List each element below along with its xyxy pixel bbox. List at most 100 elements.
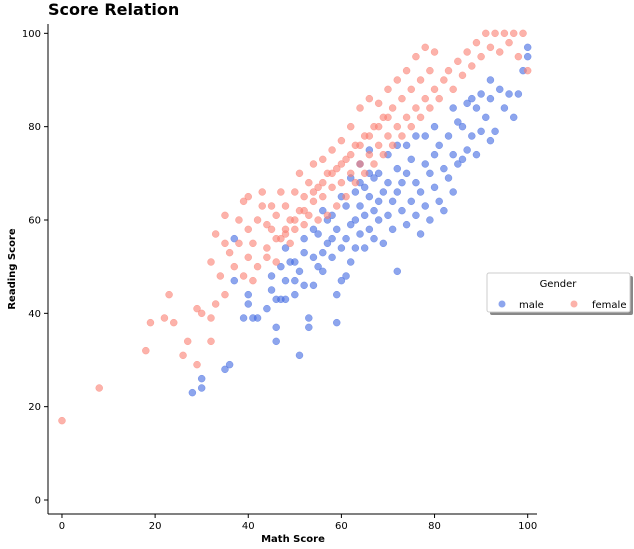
data-point-male bbox=[463, 146, 471, 154]
data-point-female bbox=[384, 85, 392, 94]
y-tick-label: 60 bbox=[28, 216, 41, 227]
data-point-female bbox=[305, 211, 313, 220]
data-point-female bbox=[505, 38, 513, 47]
data-point-male bbox=[505, 90, 513, 98]
data-point-female bbox=[342, 155, 350, 164]
data-point-female bbox=[216, 272, 225, 280]
data-point-female bbox=[295, 169, 304, 178]
data-point-female bbox=[356, 104, 364, 112]
data-point-female bbox=[421, 94, 429, 103]
data-point-male bbox=[267, 272, 276, 280]
data-point-male bbox=[239, 314, 248, 322]
data-point-male bbox=[482, 113, 490, 122]
data-point-male bbox=[351, 244, 360, 252]
data-point-male bbox=[291, 276, 299, 285]
data-point-male bbox=[407, 155, 416, 164]
data-point-female bbox=[482, 29, 490, 38]
data-point-female bbox=[412, 52, 420, 61]
data-point-female bbox=[472, 38, 481, 47]
data-point-male bbox=[314, 262, 322, 271]
x-tick-label: 60 bbox=[335, 521, 348, 532]
x-tick-label: 80 bbox=[428, 521, 441, 532]
legend-male-label: male bbox=[519, 300, 544, 311]
data-point-male bbox=[444, 132, 453, 140]
data-point-male bbox=[393, 164, 402, 173]
data-point-female bbox=[300, 220, 308, 229]
data-point-female bbox=[435, 94, 443, 103]
y-axis-title: Reading Score bbox=[7, 228, 18, 310]
data-point-female bbox=[509, 29, 518, 38]
data-point-male bbox=[430, 150, 439, 159]
data-point-male bbox=[444, 174, 453, 182]
data-point-female bbox=[142, 346, 150, 355]
y-tick-label: 0 bbox=[35, 496, 41, 507]
data-point-female bbox=[263, 244, 271, 252]
legend-title: Gender bbox=[540, 279, 578, 290]
data-point-female bbox=[272, 258, 280, 266]
data-point-male bbox=[309, 225, 318, 234]
data-point-male bbox=[379, 239, 388, 248]
data-point-male bbox=[221, 365, 229, 374]
data-point-male bbox=[430, 183, 439, 192]
data-point-male bbox=[468, 94, 476, 103]
data-point-female bbox=[225, 248, 234, 257]
data-point-male bbox=[342, 202, 350, 210]
data-point-male bbox=[360, 183, 369, 192]
data-point-female bbox=[477, 52, 485, 61]
data-point-male bbox=[300, 281, 308, 290]
data-point-female bbox=[430, 85, 439, 94]
data-point-male bbox=[360, 244, 369, 252]
data-point-female bbox=[239, 197, 248, 206]
data-point-female bbox=[235, 239, 243, 248]
data-point-female bbox=[523, 66, 532, 75]
data-point-male bbox=[356, 230, 364, 238]
data-point-female bbox=[491, 29, 499, 38]
data-point-female bbox=[458, 71, 467, 80]
data-point-male bbox=[319, 206, 327, 215]
data-point-female bbox=[179, 351, 187, 360]
data-point-female bbox=[449, 85, 457, 94]
data-point-male bbox=[412, 211, 420, 220]
data-point-female bbox=[328, 169, 336, 178]
data-point-male bbox=[305, 323, 313, 332]
data-point-male bbox=[225, 360, 234, 369]
data-point-male bbox=[374, 216, 383, 224]
data-point-female bbox=[244, 192, 253, 201]
data-point-male bbox=[388, 225, 397, 234]
data-point-male bbox=[346, 258, 355, 266]
data-point-male bbox=[197, 384, 206, 392]
data-point-male bbox=[351, 188, 360, 196]
data-point-female bbox=[356, 160, 364, 168]
y-tick-label: 20 bbox=[28, 402, 41, 413]
data-point-male bbox=[421, 132, 429, 140]
data-point-male bbox=[295, 351, 304, 360]
data-point-male bbox=[295, 267, 304, 276]
data-point-female bbox=[332, 202, 341, 210]
data-point-female bbox=[221, 211, 229, 220]
data-point-female bbox=[244, 253, 253, 262]
data-point-female bbox=[416, 113, 425, 122]
data-point-female bbox=[370, 160, 378, 168]
data-point-female bbox=[183, 337, 192, 346]
data-point-male bbox=[291, 290, 299, 299]
data-point-male bbox=[486, 76, 495, 84]
data-point-male bbox=[230, 276, 239, 285]
data-point-male bbox=[351, 216, 360, 224]
data-point-male bbox=[449, 188, 457, 196]
data-point-male bbox=[402, 220, 411, 229]
data-point-female bbox=[514, 52, 523, 61]
data-point-female bbox=[319, 192, 327, 201]
data-point-male bbox=[281, 244, 290, 252]
data-point-female bbox=[221, 239, 229, 248]
data-point-female bbox=[277, 188, 285, 196]
data-point-male bbox=[458, 122, 467, 131]
data-point-male bbox=[230, 234, 239, 243]
data-point-male bbox=[430, 122, 439, 131]
data-point-female bbox=[263, 220, 271, 229]
data-point-male bbox=[416, 230, 425, 238]
data-point-female bbox=[281, 225, 290, 234]
data-point-male bbox=[319, 248, 327, 257]
data-point-male bbox=[291, 258, 299, 266]
data-point-male bbox=[407, 197, 416, 206]
data-point-male bbox=[426, 169, 434, 178]
